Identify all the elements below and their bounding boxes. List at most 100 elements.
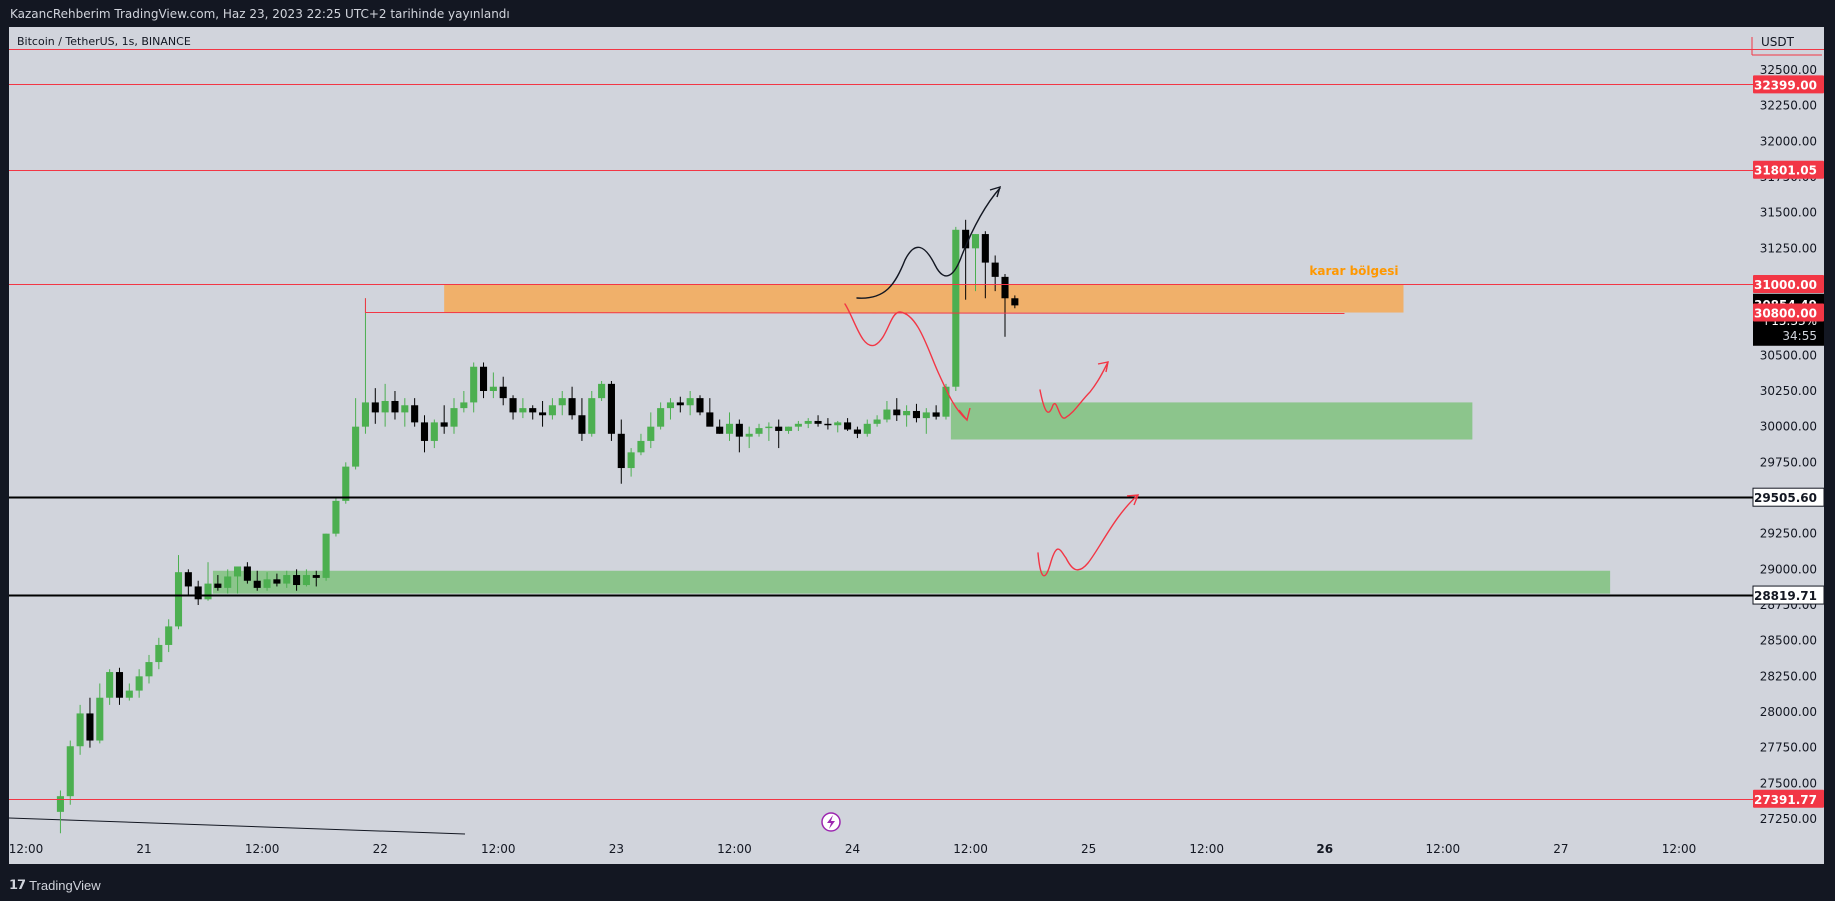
candle[interactable] — [381, 383, 389, 427]
candle[interactable] — [873, 415, 881, 427]
candle[interactable] — [666, 398, 675, 420]
candle[interactable] — [224, 569, 232, 594]
candle[interactable] — [765, 422, 773, 441]
candle[interactable] — [962, 219, 970, 300]
candle[interactable] — [479, 362, 488, 399]
candle[interactable] — [785, 426, 793, 434]
candle[interactable] — [155, 637, 163, 670]
candle[interactable] — [725, 412, 734, 441]
candle[interactable] — [332, 498, 340, 537]
candle[interactable] — [932, 405, 940, 420]
candle[interactable] — [696, 395, 704, 416]
time-scale-background[interactable] — [9, 833, 1753, 864]
candle[interactable] — [86, 697, 94, 748]
candle[interactable] — [283, 570, 291, 588]
price-badge[interactable]: 32399.00 — [1753, 75, 1824, 94]
candle[interactable] — [991, 255, 999, 292]
candle[interactable] — [509, 395, 517, 420]
candle[interactable] — [824, 418, 832, 430]
candle[interactable] — [863, 419, 871, 437]
candle[interactable] — [115, 667, 124, 705]
deep-bounce-scenario-arrow[interactable] — [1037, 494, 1139, 577]
candle[interactable] — [804, 418, 812, 429]
candle[interactable] — [440, 405, 448, 434]
candle[interactable] — [499, 376, 507, 406]
candle[interactable] — [686, 391, 694, 416]
candle[interactable] — [588, 391, 596, 437]
candle[interactable] — [971, 234, 980, 292]
candle[interactable] — [794, 420, 802, 431]
candle[interactable] — [617, 419, 625, 484]
candle[interactable] — [204, 562, 212, 601]
candle[interactable] — [430, 419, 438, 449]
candle[interactable] — [302, 569, 310, 587]
candle[interactable] — [420, 415, 429, 453]
candle[interactable] — [135, 669, 143, 698]
candle[interactable] — [706, 398, 714, 427]
price-badge[interactable]: 31000.00 — [1753, 275, 1824, 293]
candle[interactable] — [735, 419, 743, 453]
candle[interactable] — [489, 372, 497, 399]
candle[interactable] — [568, 386, 576, 420]
candle[interactable] — [361, 298, 369, 434]
candle[interactable] — [470, 362, 478, 413]
candle[interactable] — [450, 398, 458, 434]
candle[interactable] — [539, 400, 547, 427]
currency-label[interactable]: USDT — [1761, 35, 1795, 49]
highlight-price-badge[interactable]: 30800.00 — [1753, 303, 1824, 322]
candle[interactable] — [56, 790, 64, 834]
price-badge[interactable]: 28819.71 — [1752, 585, 1825, 605]
candle[interactable] — [844, 418, 852, 431]
candle[interactable] — [952, 226, 960, 391]
candle[interactable] — [903, 405, 911, 427]
candle[interactable] — [657, 402, 665, 430]
candle[interactable] — [106, 669, 114, 705]
demand-zone-1[interactable] — [950, 402, 1473, 440]
candle[interactable] — [716, 419, 724, 434]
candle[interactable] — [243, 562, 251, 584]
candle[interactable] — [145, 654, 153, 684]
candle[interactable] — [578, 398, 586, 441]
price-badge[interactable]: 31801.05 — [1753, 160, 1824, 179]
candle[interactable] — [1011, 295, 1019, 309]
candle[interactable] — [263, 572, 271, 591]
candle[interactable] — [125, 683, 133, 701]
candle[interactable] — [922, 408, 930, 434]
candle[interactable] — [893, 398, 901, 421]
tradingview-logo[interactable]: 𝟭𝟳 TradingView — [9, 877, 101, 893]
candle[interactable] — [401, 398, 409, 427]
candle[interactable] — [912, 403, 920, 423]
candle[interactable] — [853, 426, 861, 439]
candle[interactable] — [165, 619, 173, 653]
candle[interactable] — [174, 555, 183, 630]
candle[interactable] — [519, 398, 527, 419]
candle[interactable] — [184, 569, 192, 596]
candle[interactable] — [598, 381, 606, 401]
price-badge[interactable]: 29505.60 — [1752, 487, 1825, 507]
candle[interactable] — [834, 420, 842, 433]
candle[interactable] — [627, 448, 635, 477]
pullback-scenario-arrow[interactable] — [844, 303, 968, 421]
candle[interactable] — [558, 391, 566, 416]
candle[interactable] — [312, 570, 320, 587]
demand-zone-2[interactable] — [212, 570, 1611, 594]
candle[interactable] — [529, 405, 537, 420]
candle[interactable] — [647, 412, 655, 449]
candle[interactable] — [322, 533, 330, 581]
candle[interactable] — [607, 381, 615, 441]
candle[interactable] — [391, 391, 399, 420]
candle[interactable] — [775, 419, 783, 449]
candle[interactable] — [96, 683, 104, 744]
lightning-icon[interactable] — [821, 812, 841, 832]
candle[interactable] — [234, 566, 242, 594]
candle[interactable] — [814, 415, 822, 427]
candle[interactable] — [883, 400, 891, 423]
candle[interactable] — [66, 740, 74, 805]
candle[interactable] — [371, 388, 379, 424]
candle[interactable] — [214, 575, 222, 591]
bullish-scenario-arrow[interactable] — [856, 187, 1001, 299]
bounce-scenario-arrow[interactable] — [1039, 361, 1109, 419]
candle[interactable] — [194, 580, 202, 605]
price-scale-background[interactable] — [1753, 27, 1824, 864]
